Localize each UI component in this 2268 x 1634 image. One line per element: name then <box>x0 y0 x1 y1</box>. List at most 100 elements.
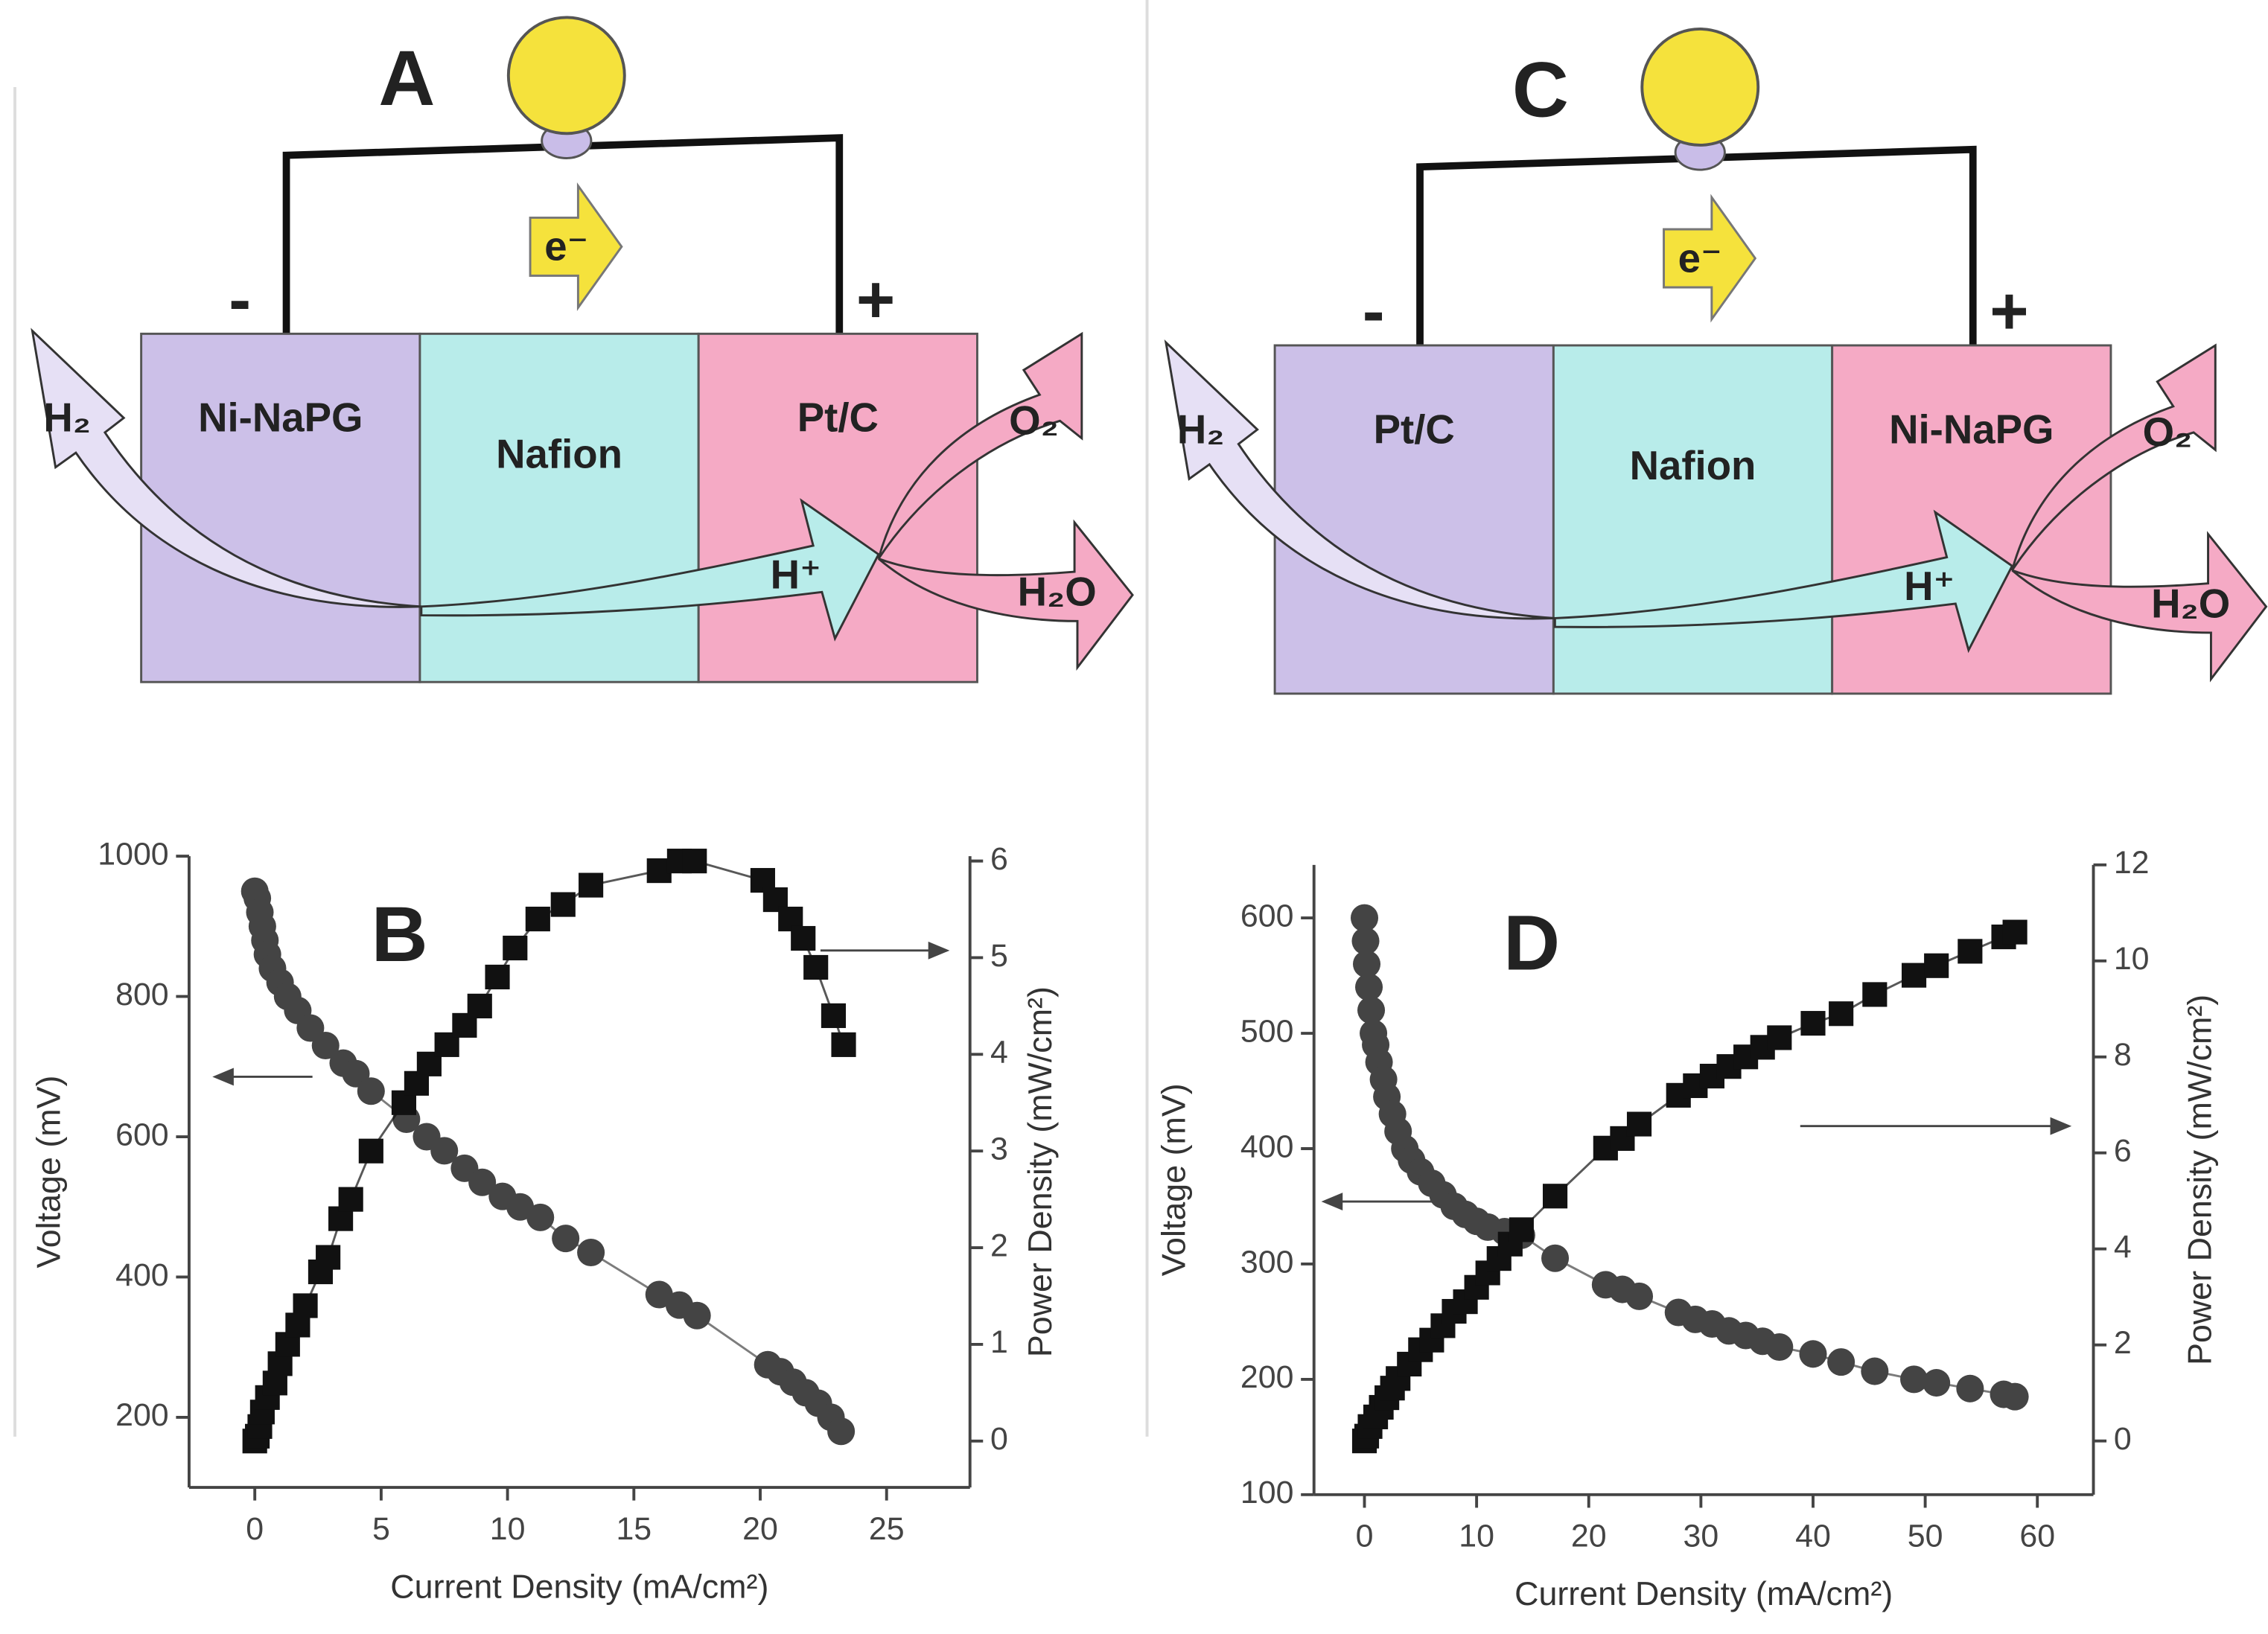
anode-sign: - <box>229 263 251 337</box>
point <box>1900 1365 1928 1394</box>
oxidant-label: O₂ <box>2143 409 2193 455</box>
point <box>311 1032 340 1060</box>
x-tick-label: 25 <box>869 1511 905 1547</box>
y-tick-label: 200 <box>115 1397 169 1433</box>
point <box>1509 1217 1534 1242</box>
x-tick-label: 15 <box>616 1511 652 1547</box>
layer <box>1273 344 1555 695</box>
layer <box>1552 344 1834 695</box>
bulb <box>506 16 626 135</box>
fuel-label: H₂ <box>43 395 91 441</box>
y-tick-label: 600 <box>115 1117 169 1152</box>
x-axis-label: Current Density (mA/cm²) <box>1514 1574 1893 1612</box>
x-axis-label: Current Density (mA/cm²) <box>390 1567 768 1605</box>
x-tick-label: 20 <box>742 1511 778 1547</box>
point <box>503 935 528 961</box>
point <box>1827 1348 1856 1376</box>
point <box>1901 963 1927 988</box>
y2-tick-label: 2 <box>990 1228 1008 1263</box>
point <box>293 1293 318 1318</box>
y2-tick-label: 5 <box>990 938 1008 974</box>
y-tick-label: 800 <box>115 977 169 1012</box>
point <box>430 1137 459 1165</box>
point <box>1626 1111 1652 1137</box>
product-label: H₂O <box>2151 581 2230 626</box>
y2-tick-label: 6 <box>2114 1133 2132 1169</box>
y2-axis-label: Power Density (mW/cm²) <box>1021 986 1059 1357</box>
cathode-sign: + <box>856 263 895 337</box>
point <box>1352 950 1381 978</box>
point <box>1956 1374 1984 1402</box>
cathode-sign: + <box>1990 275 2028 349</box>
series-line <box>253 860 845 1442</box>
oxidant-arrow <box>877 331 1083 560</box>
point <box>1765 1333 1794 1362</box>
point <box>525 906 550 932</box>
product-label: H₂O <box>1018 569 1097 615</box>
point <box>1541 1244 1570 1272</box>
anode-sign: - <box>1363 275 1385 349</box>
x-tick-label: 5 <box>372 1511 390 1547</box>
point <box>1861 1357 1889 1385</box>
point <box>1958 939 1983 964</box>
point <box>338 1187 363 1212</box>
point <box>1799 1340 1827 1368</box>
electron-label: e⁻ <box>544 224 588 269</box>
fuel-label: H₂ <box>1177 406 1225 452</box>
series-line <box>253 890 842 1432</box>
y2-tick-label: 6 <box>990 841 1008 877</box>
point <box>821 1003 847 1028</box>
y-tick-label: 300 <box>1240 1244 1294 1280</box>
y-tick-label: 1000 <box>98 836 168 872</box>
x-tick-label: 0 <box>246 1511 264 1547</box>
point <box>645 1280 673 1309</box>
y-tick-label: 500 <box>1240 1013 1294 1049</box>
product-arrow <box>877 519 1134 671</box>
oxidant-label: O₂ <box>1009 398 1059 444</box>
point <box>506 1193 535 1221</box>
x-tick-label: 40 <box>1795 1519 1831 1554</box>
layer-label: Ni-NaPG <box>198 395 363 441</box>
oxidant-arrow <box>2010 343 2217 571</box>
y2-axis-label: Power Density (mW/cm²) <box>2181 995 2219 1365</box>
y2-tick-label: 12 <box>2114 845 2150 881</box>
panel-label: A <box>378 35 435 122</box>
cell-diagram: Ae⁻ - + Ni-NaPG Nafion Pt/C H₂ O₂ H⁺ H₂O <box>31 16 1134 683</box>
y-tick-label: 400 <box>115 1257 169 1293</box>
series-line <box>1363 931 2016 1442</box>
point <box>468 1168 497 1196</box>
y-axis-label: Voltage (mV) <box>30 1076 68 1268</box>
x-tick-label: 30 <box>1684 1519 1719 1554</box>
proton-arrow <box>420 498 880 642</box>
point <box>1350 904 1379 932</box>
y-tick-label: 200 <box>1240 1359 1294 1395</box>
panel-label: B <box>372 891 428 978</box>
point <box>2001 1382 2029 1411</box>
layer-label: Ni-NaPG <box>1889 406 2054 452</box>
point <box>358 1138 383 1164</box>
proton-arrow <box>1553 509 2014 654</box>
layer-label: Nafion <box>496 431 622 476</box>
x-tick-label: 60 <box>2019 1519 2055 1554</box>
y2-tick-label: 10 <box>2114 941 2150 977</box>
layer <box>418 332 700 683</box>
point <box>1924 953 1949 978</box>
point <box>579 872 604 898</box>
point <box>1862 982 1888 1007</box>
proton-label: H⁺ <box>771 552 821 597</box>
layer-label: Pt/C <box>797 395 879 441</box>
y2-tick-label: 3 <box>990 1132 1008 1167</box>
point <box>467 993 492 1018</box>
point <box>316 1245 341 1270</box>
point <box>526 1203 555 1231</box>
y-tick-label: 600 <box>1240 898 1294 934</box>
cell-diagram: Ce⁻ - + Pt/C Nafion Ni-NaPG H₂ O₂ H⁺ H₂O <box>1164 28 2268 695</box>
point <box>1923 1369 1951 1397</box>
layer <box>140 332 421 683</box>
electron-arrow <box>529 182 623 311</box>
electron-arrow <box>1663 194 1757 323</box>
y2-tick-label: 8 <box>2114 1037 2132 1073</box>
point <box>577 1238 605 1266</box>
point <box>1351 927 1380 955</box>
point <box>827 1417 856 1446</box>
